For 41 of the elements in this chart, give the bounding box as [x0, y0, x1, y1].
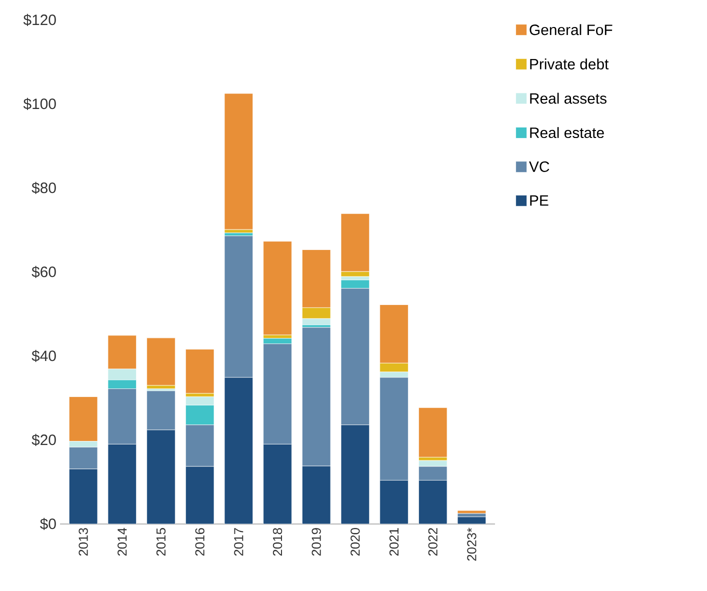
- x-tick-label: 2019: [312, 528, 321, 556]
- bar: [263, 241, 292, 336]
- y-tick-label: $80: [32, 182, 56, 194]
- bar: [68, 468, 98, 524]
- legend-label: Private debt: [530, 58, 609, 70]
- y-tick-label: $120: [23, 14, 56, 26]
- bar: [146, 338, 176, 386]
- bar: [340, 424, 370, 524]
- bar: [224, 93, 254, 230]
- x-tick-label: 2013: [78, 528, 88, 556]
- x-tick-label: 2018: [272, 528, 282, 556]
- y-tick-label: $0: [40, 518, 56, 530]
- x-tick-label: 2016: [195, 528, 204, 556]
- legend-label: General FoF: [530, 24, 612, 36]
- bar: [418, 407, 448, 458]
- bar: [185, 466, 214, 524]
- bar: [146, 390, 176, 430]
- legend-label: Real assets: [530, 92, 606, 104]
- x-tick-label: 2021: [389, 528, 399, 556]
- x-tick-label: 2014: [118, 528, 127, 556]
- x-tick-label: 2015: [156, 528, 166, 556]
- bar: [185, 349, 214, 394]
- bar: [146, 430, 176, 524]
- y-tick-label: $60: [32, 266, 56, 278]
- x-tick-label: 2017: [234, 528, 244, 556]
- bar: [108, 444, 137, 524]
- legend-label: VC: [529, 161, 550, 172]
- y-tick-label: $40: [32, 350, 56, 362]
- bar: [302, 466, 331, 524]
- bar: [263, 444, 292, 524]
- bar: [224, 377, 254, 524]
- x-tick-label: 2020: [350, 528, 360, 556]
- x-tick-label: 2023*: [467, 528, 476, 561]
- bar: [380, 480, 408, 524]
- bar: [457, 510, 486, 514]
- x-tick-label: 2022: [428, 528, 438, 556]
- legend-label: Real estate: [530, 127, 604, 138]
- legend-label: PE: [530, 195, 548, 206]
- bar: [418, 480, 448, 524]
- y-tick-label: $100: [23, 98, 56, 110]
- y-tick-label: $20: [32, 434, 56, 446]
